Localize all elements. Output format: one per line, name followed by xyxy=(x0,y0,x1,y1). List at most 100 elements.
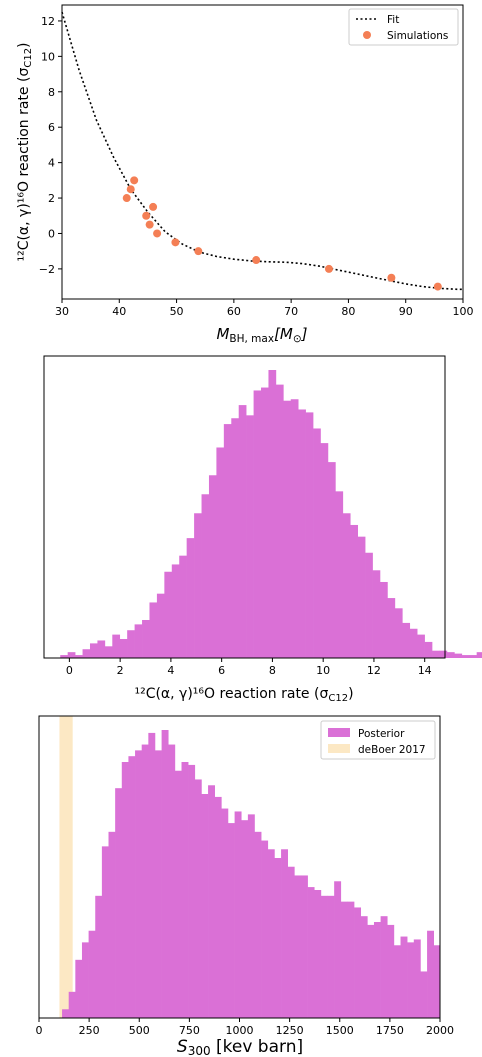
plot1-ylabel: ¹²C(α, γ)¹⁶O reaction rate (σC12) xyxy=(16,42,34,261)
histogram-bar xyxy=(246,415,254,658)
histogram-bar xyxy=(214,796,222,1018)
legend-fit-label: Fit xyxy=(387,14,399,26)
histogram-bar xyxy=(101,846,109,1018)
simulation-point xyxy=(433,282,442,291)
histogram-bar xyxy=(221,808,229,1018)
histogram-bar xyxy=(281,849,289,1018)
histogram-bar xyxy=(476,652,482,658)
histogram-bar xyxy=(142,619,150,658)
histogram-bar xyxy=(427,930,435,1018)
histogram-bar xyxy=(254,831,262,1018)
legend-box xyxy=(348,8,459,46)
histogram-bar xyxy=(108,831,116,1018)
histogram-bar xyxy=(67,652,76,658)
x-tick-label: 70 xyxy=(284,305,298,318)
histogram-bar xyxy=(119,638,128,658)
x-tick-label: 4 xyxy=(167,664,174,677)
histogram-bar xyxy=(360,916,368,1018)
legend-posterior-swatch xyxy=(328,728,350,737)
x-tick-label: 10 xyxy=(316,664,330,677)
histogram-bar xyxy=(234,811,242,1018)
x-tick-label: 1250 xyxy=(276,1024,304,1037)
histogram-bar xyxy=(121,762,129,1018)
histogram-bar xyxy=(340,901,348,1018)
histogram-bar xyxy=(194,513,202,658)
x-tick-label: 750 xyxy=(179,1024,200,1037)
histogram-bar xyxy=(469,655,477,658)
histogram-bar xyxy=(104,646,113,658)
x-tick-label: 14 xyxy=(418,664,432,677)
histogram-bar xyxy=(267,849,275,1018)
y-tick-label: −2 xyxy=(39,263,55,276)
x-tick-label: 80 xyxy=(341,305,355,318)
histogram-bar xyxy=(156,593,165,658)
legend-simulations-marker xyxy=(363,31,371,39)
histogram-bar xyxy=(314,890,322,1018)
histogram-bar xyxy=(127,630,135,658)
histogram-bar xyxy=(274,858,282,1018)
x-tick-label: 2000 xyxy=(426,1024,454,1037)
histogram-bar xyxy=(409,628,418,658)
histogram-bar xyxy=(387,924,395,1018)
histogram-bar xyxy=(148,732,156,1018)
y-tick-label: 8 xyxy=(48,86,55,99)
histogram-bar xyxy=(320,443,329,658)
histogram-bar xyxy=(373,922,381,1018)
scatter-fit-panel: −2 0 2 4 6 8 10 12 30 40 50 60 70 80 90 100 Fit Simula… xyxy=(16,4,474,345)
histogram-bar xyxy=(290,399,299,658)
histogram-bar xyxy=(275,384,284,658)
histogram-bar xyxy=(268,370,277,658)
histogram-bar xyxy=(394,608,403,658)
x-tick-label: 6 xyxy=(218,664,225,677)
histogram-bar xyxy=(82,649,91,658)
histogram-bar xyxy=(446,652,455,658)
histogram-bar xyxy=(439,650,448,658)
x-tick-label: 12 xyxy=(367,664,381,677)
simulation-point xyxy=(149,202,158,211)
histogram-bar xyxy=(424,641,433,658)
histogram-bar xyxy=(407,942,415,1018)
plot1-xlabel: MBH, max[M⊙] xyxy=(216,325,307,345)
histogram-bar xyxy=(327,462,336,658)
histogram-bar xyxy=(62,1009,69,1018)
simulation-point xyxy=(122,194,131,203)
histogram-bar xyxy=(253,390,262,658)
legend-simulations-label: Simulations xyxy=(387,30,448,42)
y-tick-label: 6 xyxy=(48,121,55,134)
histogram-bar xyxy=(334,881,342,1018)
plot3-xlabel: S300 [kev barn] xyxy=(177,1037,303,1057)
histogram-bar xyxy=(247,814,255,1018)
plot2-frame xyxy=(43,355,446,659)
histogram-bar xyxy=(307,887,315,1018)
histogram-bar xyxy=(365,552,373,658)
histogram-bar xyxy=(115,788,123,1018)
rate-histogram-panel: 0 2 4 6 8 10 12 14 ¹²C(α, γ)¹⁶O reaction rate (… xyxy=(43,355,482,704)
simulation-point xyxy=(171,238,180,247)
x-tick-label: 0 xyxy=(66,664,73,677)
histogram-bar xyxy=(174,770,182,1018)
histogram-bar xyxy=(88,930,96,1018)
x-tick-label: 1750 xyxy=(376,1024,404,1037)
histogram-bar xyxy=(171,564,180,658)
histogram-bar xyxy=(97,640,106,658)
x-tick-label: 8 xyxy=(269,664,276,677)
histogram-bar xyxy=(223,424,232,658)
histogram-bar xyxy=(201,794,209,1018)
histogram-bar xyxy=(380,916,388,1018)
histogram-bar xyxy=(161,730,169,1018)
histogram-bar xyxy=(188,764,196,1018)
plot3-legend: Posterior deBoer 2017 xyxy=(320,720,436,760)
histogram-bar xyxy=(75,959,83,1018)
histogram-bar xyxy=(60,655,68,658)
simulation-point xyxy=(142,211,151,220)
histogram-bar xyxy=(300,875,308,1018)
histogram-bar xyxy=(134,624,143,658)
simulation-point xyxy=(153,229,162,238)
simulation-point xyxy=(145,220,154,229)
histogram-bar xyxy=(181,762,189,1018)
histogram-bar xyxy=(261,840,269,1018)
simulation-point xyxy=(194,247,203,256)
x-tick-label: 1000 xyxy=(226,1024,254,1037)
histogram-bar xyxy=(194,779,202,1018)
